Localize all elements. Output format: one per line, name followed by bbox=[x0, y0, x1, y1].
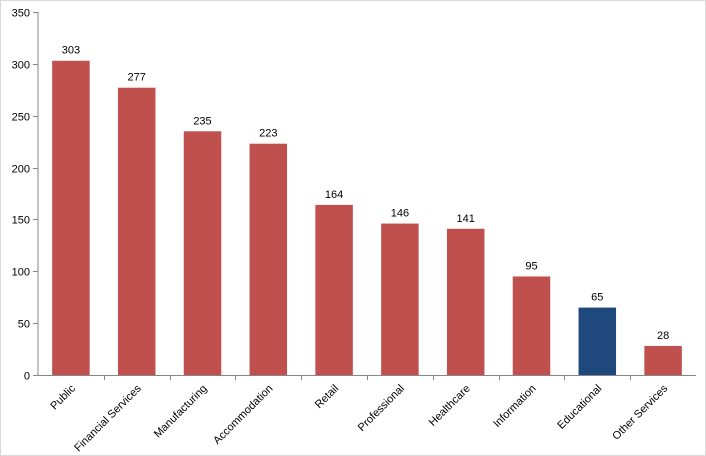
x-tick-label: Manufacturing bbox=[152, 383, 210, 441]
y-axis: 0 50 100 150 200 250 300 350 bbox=[12, 8, 39, 383]
value-label: 28 bbox=[657, 330, 669, 342]
bar-other-services bbox=[644, 345, 682, 375]
x-tick-label: Public bbox=[48, 382, 78, 412]
x-tick-label: Accommodation bbox=[211, 383, 275, 447]
bar-public bbox=[52, 60, 90, 375]
x-tick-label: Information bbox=[491, 383, 538, 430]
y-tick-label: 100 bbox=[12, 267, 30, 279]
y-tick-label: 350 bbox=[12, 8, 30, 20]
value-label: 141 bbox=[457, 213, 475, 225]
value-label: 164 bbox=[325, 189, 343, 201]
y-tick-label: 300 bbox=[12, 60, 30, 72]
x-tick-label: Retail bbox=[313, 383, 341, 411]
value-labels: 303 277 235 223 164 146 141 95 65 28 bbox=[62, 45, 670, 342]
value-label: 235 bbox=[193, 115, 211, 127]
x-tick-label: Educational bbox=[555, 383, 604, 432]
value-label: 146 bbox=[391, 208, 409, 220]
bar-retail bbox=[315, 204, 353, 375]
bars bbox=[52, 60, 682, 375]
bar-professional bbox=[381, 223, 419, 375]
y-tick-label: 250 bbox=[12, 112, 30, 124]
value-label: 223 bbox=[259, 128, 277, 140]
x-tick-label: Professional bbox=[356, 383, 407, 434]
bar-healthcare bbox=[446, 228, 485, 375]
value-label: 95 bbox=[525, 260, 537, 272]
y-tick-label: 200 bbox=[12, 164, 30, 176]
y-tick-label: 50 bbox=[18, 319, 30, 331]
y-tick-label: 0 bbox=[24, 371, 30, 383]
x-tick-label: Healthcare bbox=[427, 383, 473, 429]
x-tick-label: Other Services bbox=[610, 382, 670, 442]
bar-financial-services bbox=[117, 87, 156, 375]
bar-manufacturing bbox=[183, 131, 222, 375]
y-tick-label: 150 bbox=[12, 215, 30, 227]
bar-information bbox=[512, 276, 551, 375]
bar-educational bbox=[578, 307, 617, 375]
bar-accommodation bbox=[249, 143, 288, 375]
value-label: 277 bbox=[128, 72, 146, 84]
value-label: 65 bbox=[591, 292, 603, 304]
x-tick-label: Financial Services bbox=[72, 382, 144, 454]
value-label: 303 bbox=[62, 45, 80, 57]
